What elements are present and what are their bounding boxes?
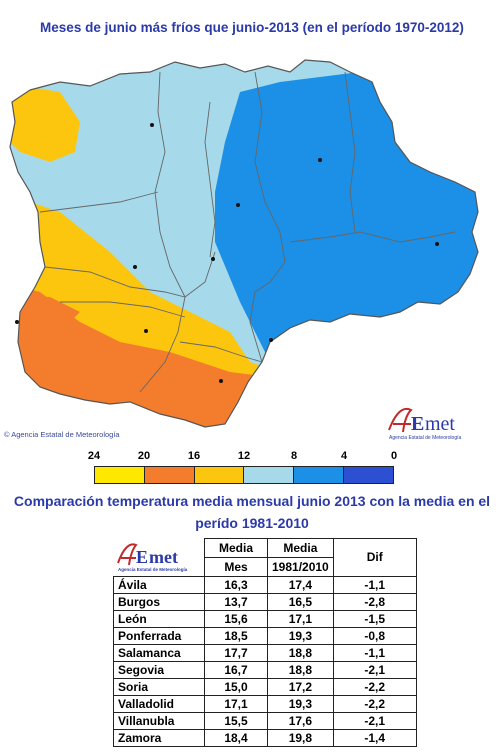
legend-label: 8 xyxy=(290,450,298,462)
cell-mes: 15,6 xyxy=(204,609,268,628)
cell-media: 17,6 xyxy=(267,711,334,730)
legend-label: 16 xyxy=(187,450,201,462)
cell-media: 17,4 xyxy=(267,575,334,594)
province-borders xyxy=(39,71,456,393)
table-row: Villanubla 15,5 17,6 -2,1 xyxy=(113,711,417,730)
cell-media: 17,2 xyxy=(267,677,334,696)
cell-city: Segovia xyxy=(113,660,205,679)
header-period: 1981/2010 xyxy=(267,556,334,577)
table-row: Valladolid 17,1 19,3 -2,2 xyxy=(113,694,417,713)
cell-mes: 17,7 xyxy=(204,643,268,662)
header-dif: Dif xyxy=(332,538,417,577)
legend: 24 20 16 12 8 4 0 xyxy=(88,450,398,484)
cell-dif: -1,1 xyxy=(332,643,417,662)
table-row: Ávila 16,3 17,4 -1,1 xyxy=(113,575,417,594)
cell-city: Salamanca xyxy=(113,643,205,662)
table-row: Salamanca 17,7 18,8 -1,1 xyxy=(113,643,417,662)
temperature-map xyxy=(9,59,479,428)
legend-label: 0 xyxy=(390,450,398,462)
cell-media: 19,8 xyxy=(267,728,334,747)
map-title: Meses de junio más fríos que junio-2013 … xyxy=(40,20,464,35)
cell-media: 17,1 xyxy=(267,609,334,628)
station-dots xyxy=(15,123,439,383)
cell-mes: 15,0 xyxy=(204,677,268,696)
cell-dif: -1,5 xyxy=(332,609,417,628)
cell-dif: -2,2 xyxy=(332,677,417,696)
zone-blue xyxy=(215,72,478,362)
temperature-table: E met Agencia Estatal de Meteorología Me… xyxy=(113,538,417,747)
cell-dif: -2,1 xyxy=(332,711,417,730)
legend-label: 12 xyxy=(237,450,251,462)
legend-label: 4 xyxy=(340,450,348,462)
cell-media: 16,5 xyxy=(267,592,334,611)
header-mes: Mes xyxy=(204,556,268,577)
table-row: León 15,6 17,1 -1,5 xyxy=(113,609,417,628)
credit-text: © Agencia Estatal de Meteorología xyxy=(4,430,120,439)
cell-mes: 18,5 xyxy=(204,626,268,645)
table-row: Segovia 16,7 18,8 -2,1 xyxy=(113,660,417,679)
legend-label: 20 xyxy=(137,450,151,462)
table-logo-e: E xyxy=(136,547,148,567)
table-row: Soria 15,0 17,2 -2,2 xyxy=(113,677,417,696)
region-outline xyxy=(9,59,479,428)
legend-swatch xyxy=(294,467,345,483)
aemet-logo: E met Agencia Estatal de Meteorología xyxy=(385,402,485,442)
header-media2: Media xyxy=(267,538,334,558)
cell-media: 18,8 xyxy=(267,660,334,679)
cell-city: Ponferrada xyxy=(113,626,205,645)
table-row: Burgos 13,7 16,5 -2,8 xyxy=(113,592,417,611)
cell-city: Zamora xyxy=(113,728,205,747)
cell-dif: -0,8 xyxy=(332,626,417,645)
legend-swatch xyxy=(144,467,195,483)
header-media: Media xyxy=(204,538,268,558)
cell-city: León xyxy=(113,609,205,628)
cell-mes: 18,4 xyxy=(204,728,268,747)
cell-city: Ávila xyxy=(113,575,205,594)
cell-dif: -2,2 xyxy=(332,694,417,713)
cell-mes: 17,1 xyxy=(204,694,268,713)
cell-city: Villanubla xyxy=(113,711,205,730)
legend-swatch xyxy=(344,467,393,483)
table-row: Ponferrada 18,5 19,3 -0,8 xyxy=(113,626,417,645)
cell-city: Soria xyxy=(113,677,205,696)
zone-light-yellow xyxy=(10,82,80,162)
cell-mes: 16,3 xyxy=(204,575,268,594)
logo-subtitle: Agencia Estatal de Meteorología xyxy=(389,435,461,441)
cell-dif: -1,4 xyxy=(332,728,417,747)
cell-media: 19,3 xyxy=(267,694,334,713)
table-logo-subtitle: Agencia Estatal de Meteorología xyxy=(118,567,188,572)
legend-swatch xyxy=(194,467,245,483)
cell-mes: 16,7 xyxy=(204,660,268,679)
cell-mes: 15,5 xyxy=(204,711,268,730)
cell-dif: -2,1 xyxy=(332,660,417,679)
cell-dif: -1,1 xyxy=(332,575,417,594)
logo-e: E xyxy=(411,413,424,435)
cell-media: 18,8 xyxy=(267,643,334,662)
legend-swatch xyxy=(95,467,145,483)
table-logo: E met Agencia Estatal de Meteorología xyxy=(114,539,205,577)
cell-dif: -2,8 xyxy=(332,592,417,611)
cell-city: Burgos xyxy=(113,592,205,611)
table-logo-met: met xyxy=(149,547,178,567)
table-title: Comparación temperatura media mensual ju… xyxy=(13,493,491,531)
legend-label: 24 xyxy=(87,450,101,462)
cell-mes: 13,7 xyxy=(204,592,268,611)
map xyxy=(0,42,504,442)
logo-met: met xyxy=(425,413,455,435)
cell-media: 19,3 xyxy=(267,626,334,645)
table-row: Zamora 18,4 19,8 -1,4 xyxy=(113,728,417,747)
legend-swatch xyxy=(244,467,295,483)
cell-city: Valladolid xyxy=(113,694,205,713)
